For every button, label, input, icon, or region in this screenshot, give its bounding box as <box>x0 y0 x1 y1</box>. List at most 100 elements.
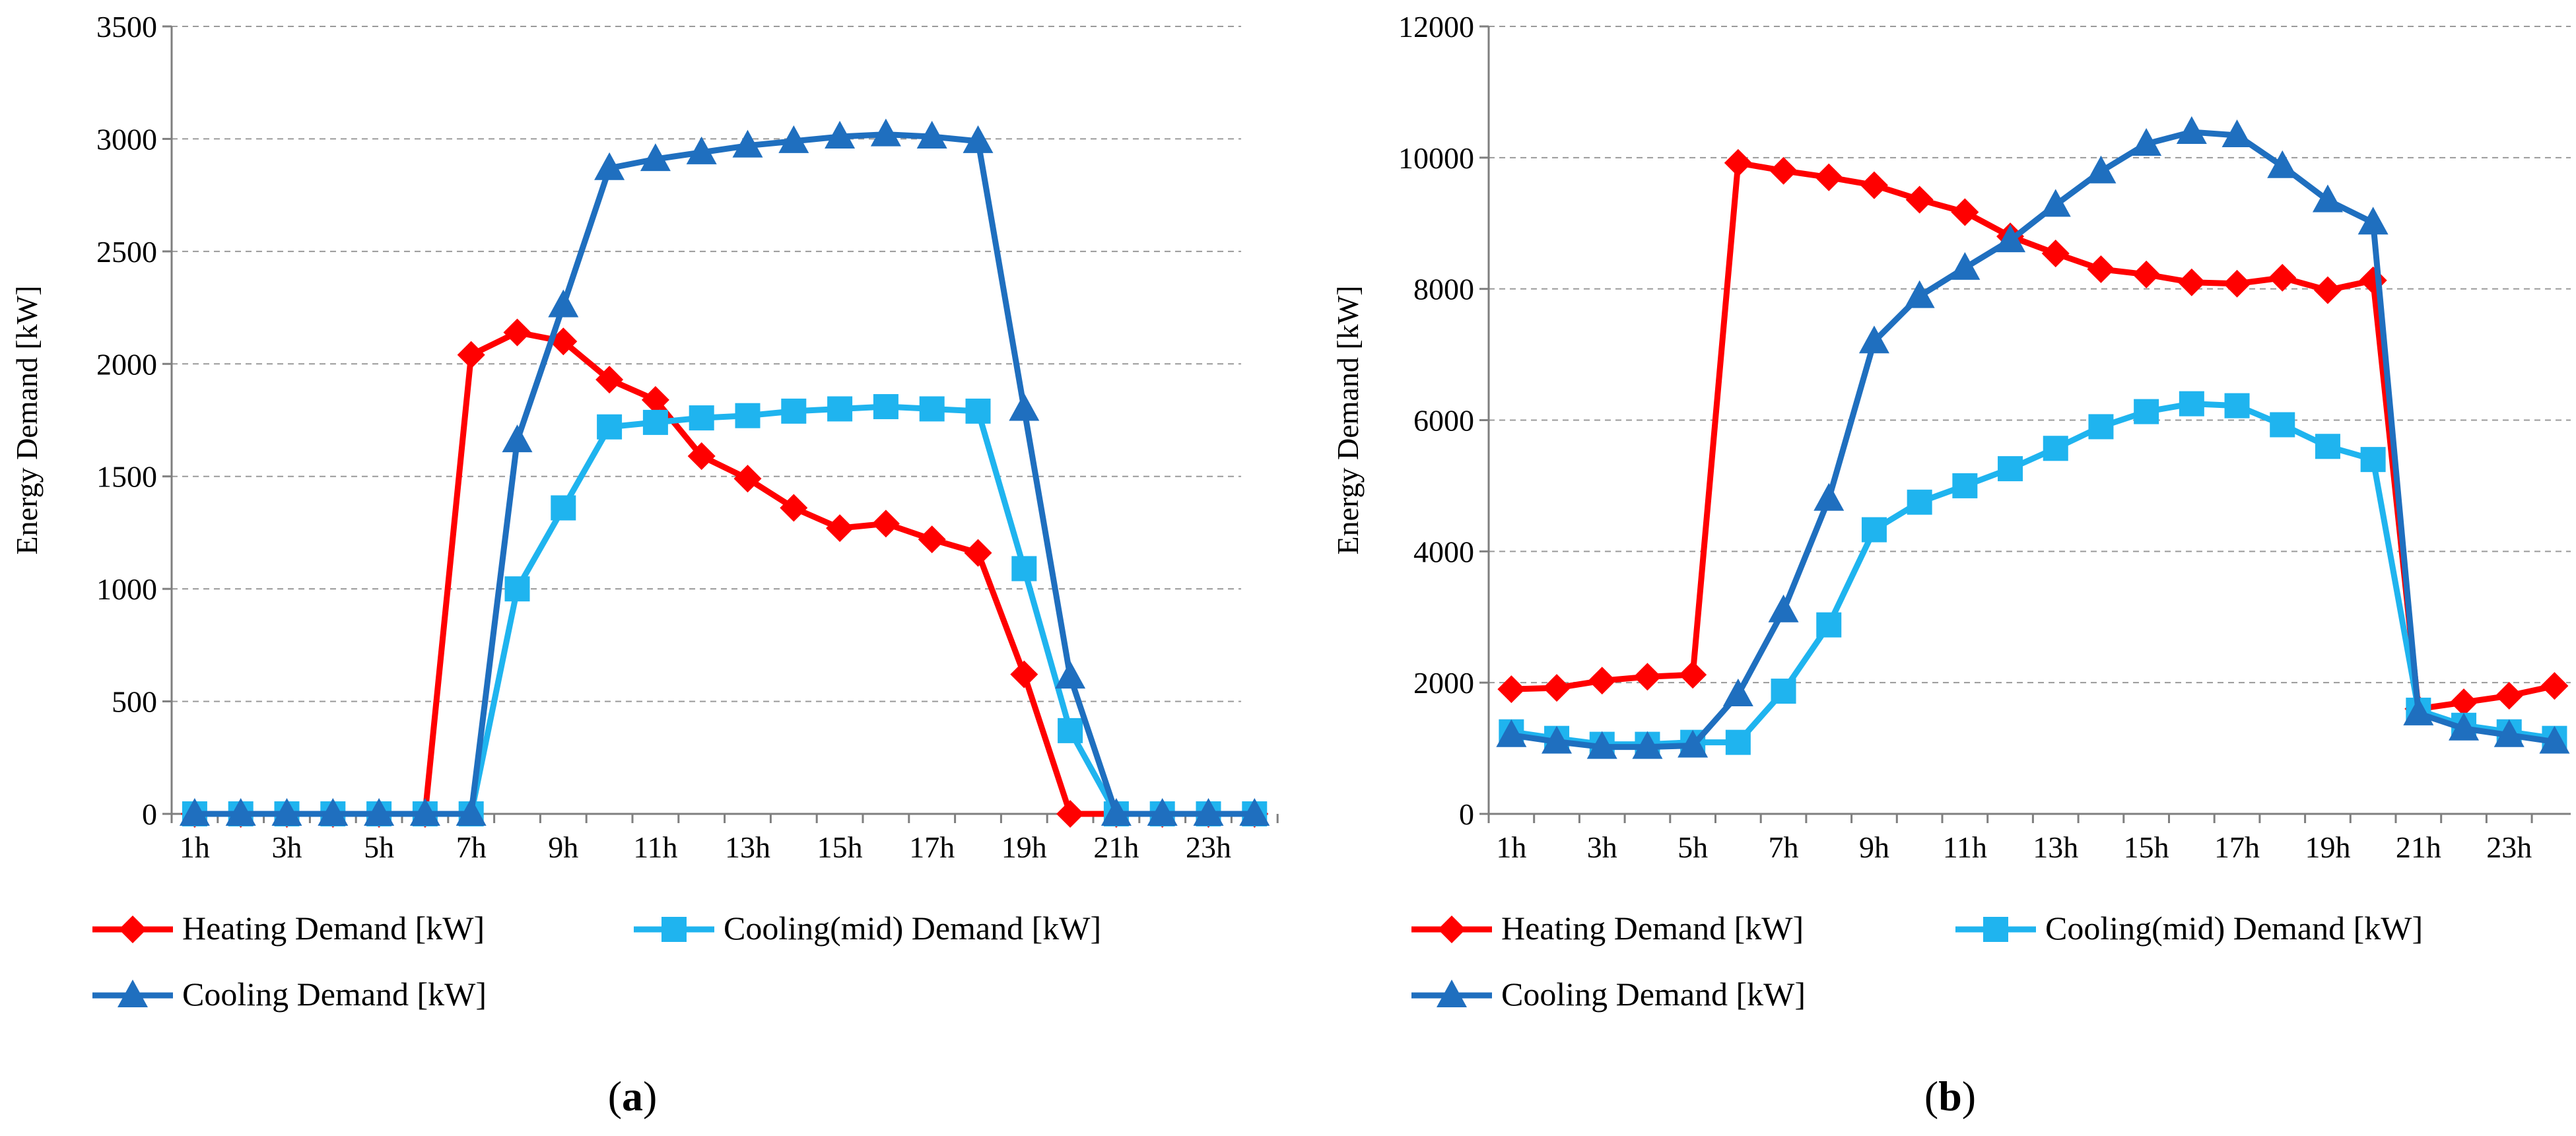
data-point <box>1010 660 1038 688</box>
legend-label: Heating Demand [kW] <box>1501 910 1804 947</box>
data-point <box>364 798 395 826</box>
data-point <box>502 424 533 453</box>
y-tick-label: 2500 <box>96 235 157 269</box>
data-point <box>594 152 625 180</box>
series-1 <box>1497 149 2569 723</box>
data-point <box>1193 798 1224 826</box>
data-point <box>1239 798 1270 826</box>
data-point <box>595 366 624 394</box>
data-point <box>2223 269 2251 298</box>
y-tick-label: 1500 <box>96 460 157 494</box>
data-point <box>686 136 717 164</box>
data-point <box>2043 436 2068 461</box>
legend: Heating Demand [kW] Cooling(mid) Demand [… <box>1411 910 2423 1013</box>
data-point <box>918 525 946 554</box>
x-tick-label: 11h <box>633 830 677 864</box>
data-point <box>457 341 485 369</box>
data-point <box>1542 725 1573 754</box>
panel-label: (b) <box>1924 1073 1976 1119</box>
legend-item: Cooling Demand [kW] <box>1411 976 1806 1013</box>
data-point <box>1056 800 1085 828</box>
data-point <box>1904 280 1935 308</box>
legend-marker <box>1983 917 2008 942</box>
data-point <box>2179 391 2204 417</box>
data-point <box>2539 725 2570 754</box>
legend-label: Cooling Demand [kW] <box>1501 976 1806 1013</box>
x-tick-label: 3h <box>272 830 302 864</box>
data-point <box>1588 667 1616 695</box>
data-point <box>1951 198 1979 226</box>
legend-item: Cooling Demand [kW] <box>92 976 487 1013</box>
data-point <box>873 394 898 420</box>
data-point <box>1543 674 1571 702</box>
data-point <box>2224 393 2250 418</box>
data-point <box>689 405 714 431</box>
data-point <box>642 409 668 435</box>
data-point <box>1009 393 1040 421</box>
data-point <box>1497 675 1526 704</box>
data-point <box>548 289 579 317</box>
data-point <box>2134 399 2159 424</box>
x-tick-label: 7h <box>456 830 487 864</box>
data-point <box>1907 489 1932 515</box>
x-tick-label: 11h <box>1943 830 1987 864</box>
legend-marker <box>118 980 148 1007</box>
data-point <box>1815 163 1843 191</box>
data-point <box>1633 663 1662 691</box>
data-point <box>919 396 945 422</box>
data-point <box>2360 447 2386 473</box>
legend-item: Cooling(mid) Demand [kW] <box>1955 910 2423 947</box>
data-point <box>1905 185 1934 214</box>
data-point <box>1586 731 1617 759</box>
data-point <box>827 396 853 422</box>
x-tick-label: 9h <box>548 830 578 864</box>
data-point <box>1058 718 1083 743</box>
chart-panel-b: 0 2000 4000 6000 8000 10000 12000 1h 3h 5h 7h 9h 11h… <box>1331 10 2571 1119</box>
y-axis-label: Energy Demand [kW] <box>1331 286 1365 555</box>
data-point <box>733 465 762 493</box>
data-point <box>1011 556 1037 582</box>
data-point <box>2088 414 2114 440</box>
data-point <box>2270 412 2295 438</box>
data-point <box>1858 325 1889 354</box>
data-point <box>2221 119 2253 148</box>
data-point <box>597 414 623 440</box>
y-axis-label: Energy Demand [kW] <box>10 286 44 555</box>
y-tick-label: 0 <box>142 797 157 831</box>
data-point <box>1998 456 2023 482</box>
x-tick-label: 19h <box>1001 830 1047 864</box>
x-tick-label: 9h <box>1859 830 1889 864</box>
x-tick-label: 5h <box>1678 830 1708 864</box>
x-tick-label: 3h <box>1587 830 1617 864</box>
x-tick-label: 5h <box>364 830 394 864</box>
data-point <box>2450 688 2478 716</box>
x-tick-label: 15h <box>2124 830 2169 864</box>
y-tick-label: 500 <box>112 685 157 719</box>
data-point <box>2041 239 2070 267</box>
legend-marker <box>661 917 687 942</box>
y-tick-label: 3500 <box>96 10 157 44</box>
y-tick-label: 6000 <box>1413 404 1474 438</box>
data-point <box>1861 517 1887 543</box>
data-point <box>1816 612 1842 638</box>
data-point <box>1949 251 1981 280</box>
data-point <box>916 121 947 149</box>
series-line <box>194 329 1255 817</box>
data-point <box>2540 672 2569 700</box>
data-point <box>1860 171 1888 199</box>
data-point <box>409 798 440 826</box>
series-1 <box>180 318 1269 828</box>
series-3 <box>179 118 1270 826</box>
data-point <box>2040 189 2071 217</box>
data-point <box>1722 679 1753 707</box>
data-point <box>965 398 991 424</box>
data-point <box>1496 719 1527 747</box>
data-point <box>2357 207 2389 235</box>
data-point <box>179 798 210 826</box>
data-point <box>2359 266 2387 294</box>
data-point <box>826 514 854 543</box>
legend-marker <box>1438 916 1466 943</box>
data-point <box>2403 697 2434 725</box>
y-tick-label: 0 <box>1459 797 1474 831</box>
x-tick-label: 15h <box>817 830 863 864</box>
